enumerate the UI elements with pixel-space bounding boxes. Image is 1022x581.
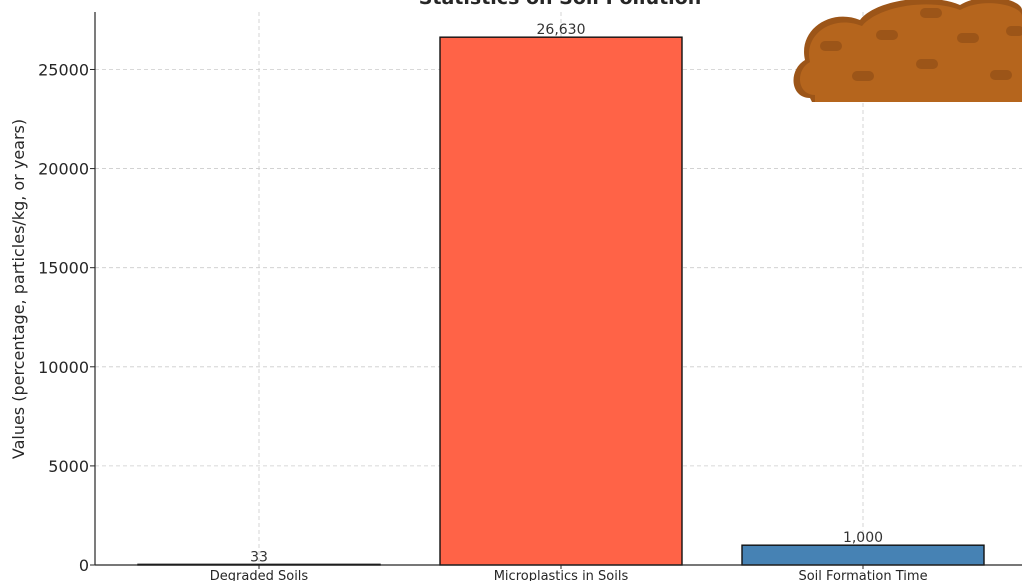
y-tick-label: 25000 <box>38 60 89 79</box>
data-label: 33 <box>250 549 268 565</box>
soil-mound-icon <box>793 0 1022 102</box>
chart-title: Statistics on Soil Pollution <box>419 0 702 9</box>
y-tick-label: 5000 <box>48 457 89 476</box>
y-tick-label: 0 <box>79 556 89 575</box>
data-label: 26,630 <box>537 22 586 38</box>
y-axis-title: Values (percentage, particles/kg, or yea… <box>9 119 28 459</box>
x-tick-label: Soil Formation Time <box>798 569 927 581</box>
y-tick-label: 10000 <box>38 358 89 377</box>
bar-soil-formation-time <box>741 544 985 566</box>
x-tick-label: Degraded Soils <box>210 569 309 581</box>
data-label: 1,000 <box>843 530 883 546</box>
y-tick-label: 15000 <box>38 259 89 278</box>
y-tick-label: 20000 <box>38 160 89 179</box>
labels: 0 5000 10000 15000 20000 25000 33 Degraded Soil… <box>38 22 927 581</box>
bar-microplastics-in-soils <box>439 36 683 566</box>
x-tick-label: Microplastics in Soils <box>494 569 629 581</box>
axes <box>94 12 1022 566</box>
